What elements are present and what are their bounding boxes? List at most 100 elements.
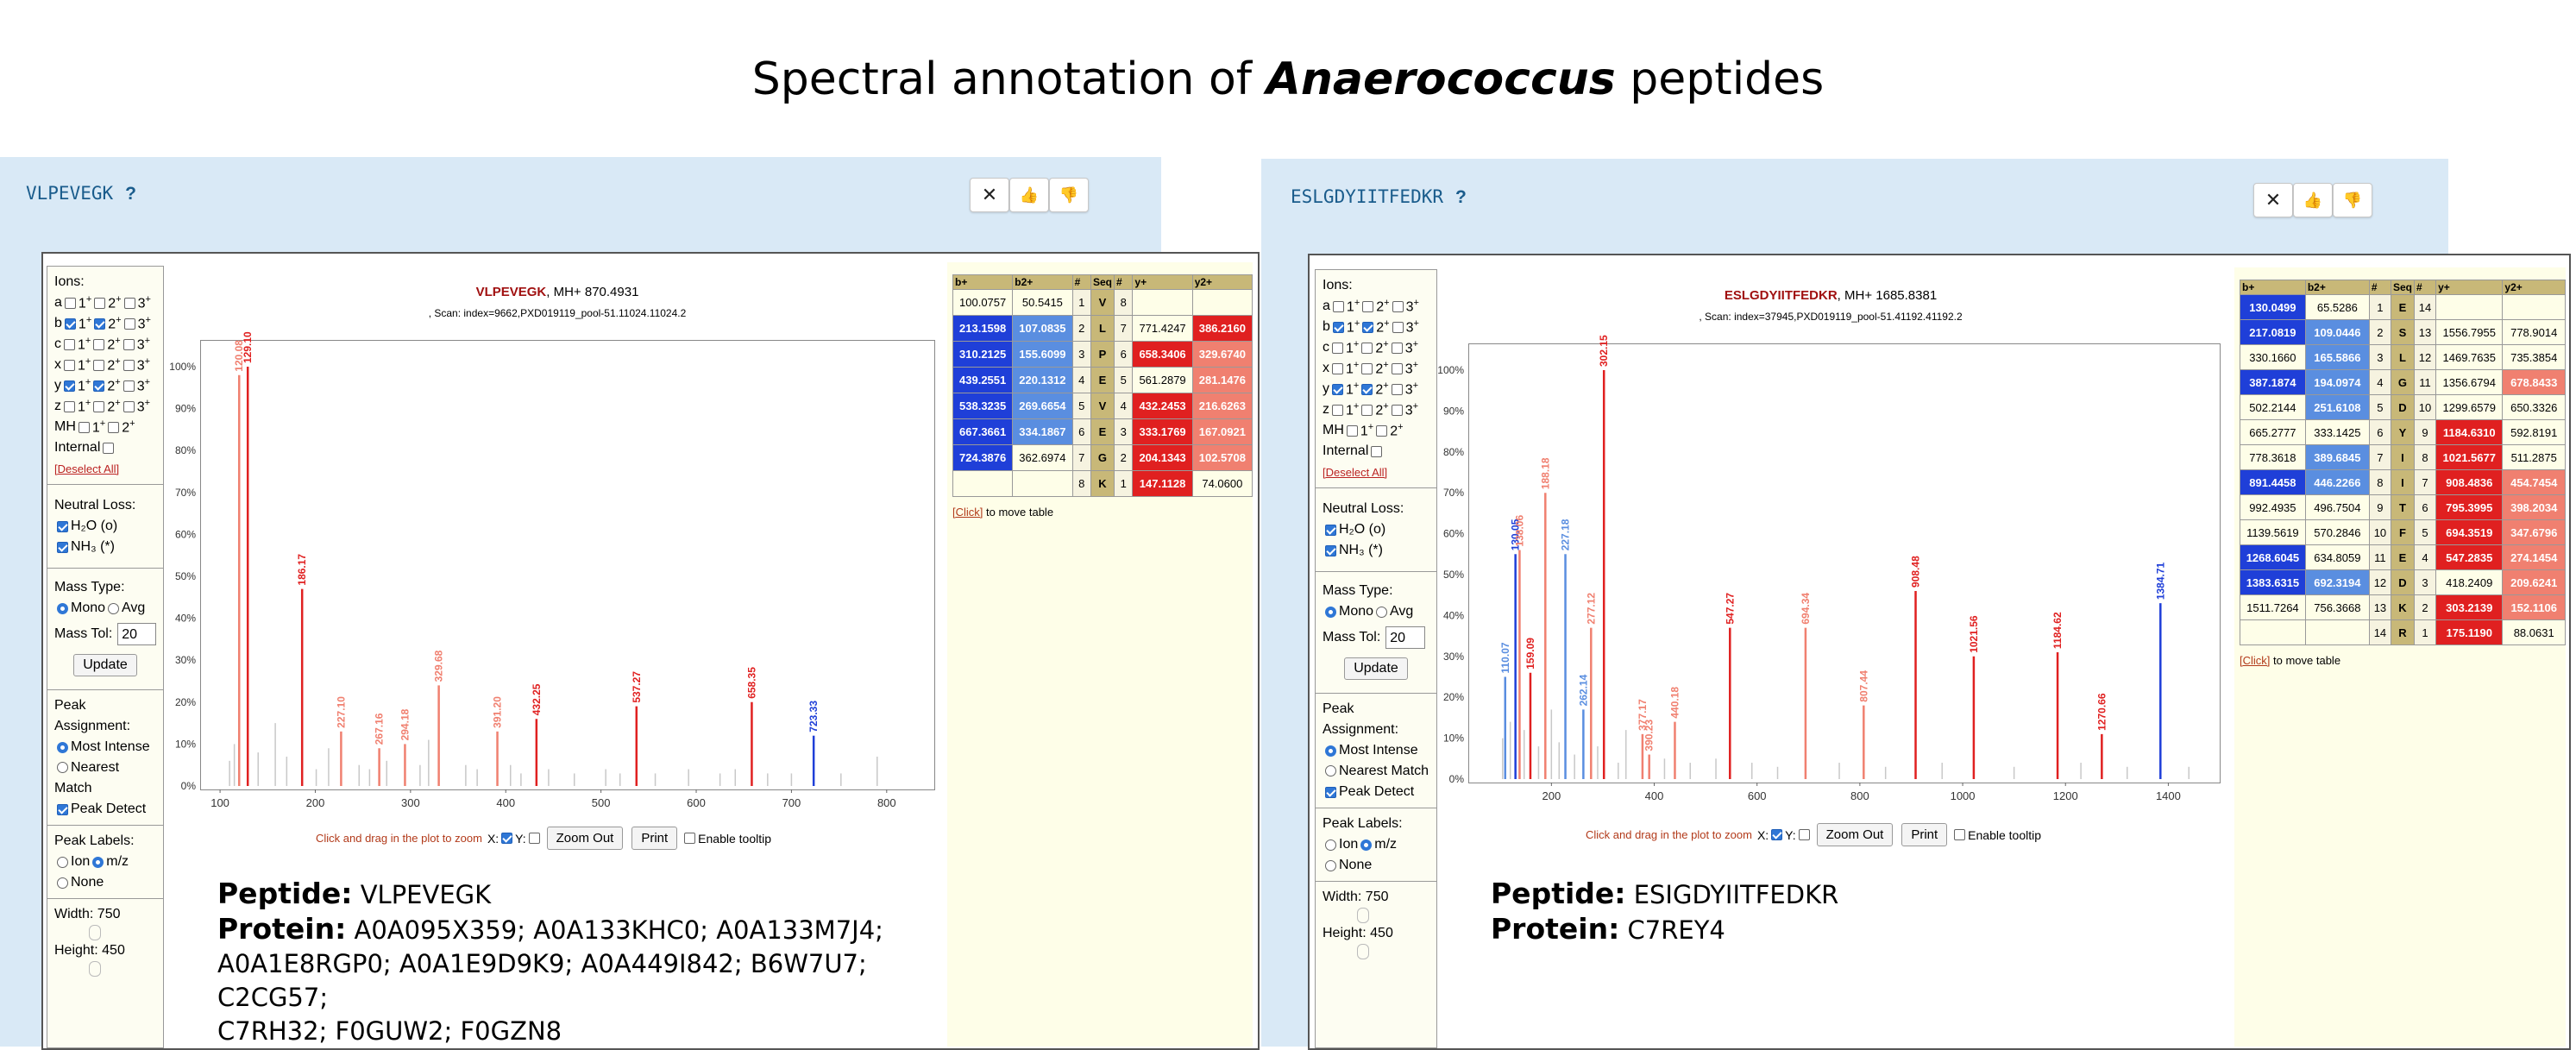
internal-checkbox[interactable] xyxy=(103,442,115,454)
ion-label-radio[interactable] xyxy=(57,856,68,868)
right-spectrum-plot[interactable]: 0% 10% 20% 30% 40% 50% 60% 70% 80% 90% 100% 200 400 6… xyxy=(1437,335,2221,802)
ion-x-2plus-checkbox[interactable] xyxy=(1361,362,1373,374)
ion-a-3plus-checkbox[interactable] xyxy=(1392,300,1404,312)
ion-c-3plus-checkbox[interactable] xyxy=(123,338,135,350)
ion-y-1plus-checkbox[interactable] xyxy=(1332,383,1343,395)
mass-tol-input[interactable]: 20 xyxy=(1385,626,1426,649)
ion-x-3plus-checkbox[interactable] xyxy=(123,359,135,371)
update-button[interactable]: Update xyxy=(1344,657,1408,680)
ion-b-1plus-checkbox[interactable] xyxy=(64,318,76,330)
mz-label-radio[interactable] xyxy=(92,856,104,868)
move-table-link[interactable]: [Click] xyxy=(952,506,983,519)
left-close-button[interactable]: ✕ xyxy=(970,178,1009,212)
none-label-radio[interactable] xyxy=(57,877,68,889)
ion-z-3plus-checkbox[interactable] xyxy=(1391,404,1403,416)
height-slider-handle[interactable] xyxy=(1357,944,1369,959)
ion-a-1plus-checkbox[interactable] xyxy=(64,297,76,309)
ion-c-2plus-checkbox[interactable] xyxy=(93,338,105,350)
mass-tol-input[interactable]: 20 xyxy=(117,623,156,645)
right-help-link[interactable]: ? xyxy=(1455,187,1467,207)
nearest-match-radio[interactable] xyxy=(1325,765,1336,777)
ion-z-1plus-checkbox[interactable] xyxy=(1332,404,1343,416)
ion-b-1plus-checkbox[interactable] xyxy=(1332,321,1344,333)
ion-label-radio[interactable] xyxy=(1325,839,1336,851)
ion-y-2plus-checkbox[interactable] xyxy=(93,380,105,392)
enable-tooltip-checkbox[interactable] xyxy=(1954,829,1966,840)
right-close-button[interactable]: ✕ xyxy=(2253,183,2293,217)
ion-a-2plus-checkbox[interactable] xyxy=(1362,300,1374,312)
nearest-match-radio[interactable] xyxy=(57,762,68,774)
peak-detect-checkbox[interactable] xyxy=(1325,786,1336,798)
zoom-out-button[interactable]: Zoom Out xyxy=(1816,823,1894,846)
left-thumbs-up-button[interactable]: 👍 xyxy=(1009,178,1049,212)
ion-b-2plus-checkbox[interactable] xyxy=(1362,321,1374,333)
ion-z-1plus-checkbox[interactable] xyxy=(64,400,75,412)
internal-checkbox[interactable] xyxy=(1371,445,1383,457)
ion-b-3plus-checkbox[interactable] xyxy=(1392,321,1404,333)
width-slider-handle[interactable] xyxy=(89,925,101,940)
zoom-out-button[interactable]: Zoom Out xyxy=(546,827,624,850)
h2o-loss-checkbox[interactable] xyxy=(1325,524,1336,536)
ion-c-3plus-checkbox[interactable] xyxy=(1391,342,1403,354)
mono-radio[interactable] xyxy=(57,602,68,614)
avg-radio[interactable] xyxy=(1376,606,1388,618)
h2o-loss-checkbox[interactable] xyxy=(57,520,68,532)
ion-z-3plus-checkbox[interactable] xyxy=(123,400,135,412)
ion-y-1plus-checkbox[interactable] xyxy=(64,380,75,392)
zoom-x-checkbox[interactable] xyxy=(501,833,513,844)
mh-1plus-checkbox[interactable] xyxy=(78,421,90,433)
left-thumbs-down-button[interactable]: 👎 xyxy=(1049,178,1089,212)
ion-y-2plus-checkbox[interactable] xyxy=(1361,383,1373,395)
charge-1-label: 1+ xyxy=(1346,338,1360,356)
left-help-link[interactable]: ? xyxy=(125,184,136,204)
ion-c-1plus-checkbox[interactable] xyxy=(1332,342,1343,354)
right-thumbs-up-button[interactable]: 👍 xyxy=(2293,183,2333,217)
right-spectrum-svg[interactable]: 0% 10% 20% 30% 40% 50% 60% 70% 80% 90% 100% 200 400 6… xyxy=(1437,335,2220,802)
ion-b-2plus-checkbox[interactable] xyxy=(94,318,106,330)
height-slider-handle[interactable] xyxy=(89,961,101,977)
mh-2plus-checkbox[interactable] xyxy=(1376,424,1388,437)
zoom-y-checkbox[interactable] xyxy=(528,833,540,844)
ion-x-1plus-checkbox[interactable] xyxy=(64,359,75,371)
ion-a-3plus-checkbox[interactable] xyxy=(123,297,135,309)
zoom-y-checkbox[interactable] xyxy=(1798,829,1810,840)
print-button[interactable]: Print xyxy=(631,827,678,850)
ion-y-3plus-checkbox[interactable] xyxy=(123,380,135,392)
nh3-loss-checkbox[interactable] xyxy=(1325,544,1336,556)
deselect-all-link[interactable]: [Deselect All] xyxy=(54,462,120,475)
ion-x-3plus-checkbox[interactable] xyxy=(1391,362,1403,374)
ion-z-2plus-checkbox[interactable] xyxy=(93,400,105,412)
most-intense-radio[interactable] xyxy=(57,741,68,753)
ion-c-2plus-checkbox[interactable] xyxy=(1361,342,1373,354)
right-thumbs-down-button[interactable]: 👎 xyxy=(2333,183,2372,217)
x-tick-label: 800 xyxy=(1850,789,1869,802)
width-slider-handle[interactable] xyxy=(1357,908,1369,923)
mono-radio[interactable] xyxy=(1325,606,1336,618)
peak-detect-checkbox[interactable] xyxy=(57,803,68,815)
none-label-radio[interactable] xyxy=(1325,859,1336,871)
nh3-loss-checkbox[interactable] xyxy=(57,541,68,553)
ion-y-3plus-checkbox[interactable] xyxy=(1391,383,1403,395)
ion-x-1plus-checkbox[interactable] xyxy=(1332,362,1343,374)
ion-a-2plus-checkbox[interactable] xyxy=(94,297,106,309)
deselect-all-link[interactable]: [Deselect All] xyxy=(1323,465,1388,479)
mh-1plus-checkbox[interactable] xyxy=(1346,424,1358,437)
avg-radio[interactable] xyxy=(108,602,120,614)
ion-z-2plus-checkbox[interactable] xyxy=(1361,404,1373,416)
mz-label-radio[interactable] xyxy=(1360,839,1373,851)
left-spectrum-svg[interactable]: 0% 10% 20% 30% 40% 50% 60% 70% 80% 90% 100% 100 200 3… xyxy=(169,331,934,809)
ion-c-1plus-checkbox[interactable] xyxy=(64,338,75,350)
mh-2plus-checkbox[interactable] xyxy=(108,421,120,433)
most-intense-radio[interactable] xyxy=(1325,745,1336,757)
left-spectrum-plot[interactable]: 0% 10% 20% 30% 40% 50% 60% 70% 80% 90% 100% 100 200 3… xyxy=(169,331,935,809)
enable-tooltip-checkbox[interactable] xyxy=(684,833,696,844)
zoom-x-checkbox[interactable] xyxy=(1771,829,1783,840)
move-table-link[interactable]: [Click] xyxy=(2240,654,2271,667)
update-button[interactable]: Update xyxy=(73,654,137,676)
ion-x-2plus-checkbox[interactable] xyxy=(93,359,105,371)
ion-a-1plus-checkbox[interactable] xyxy=(1332,300,1344,312)
print-button[interactable]: Print xyxy=(1901,823,1948,846)
table-cell: K xyxy=(2390,594,2415,620)
ion-b-3plus-checkbox[interactable] xyxy=(123,318,135,330)
table-cell: 4 xyxy=(1071,367,1091,393)
